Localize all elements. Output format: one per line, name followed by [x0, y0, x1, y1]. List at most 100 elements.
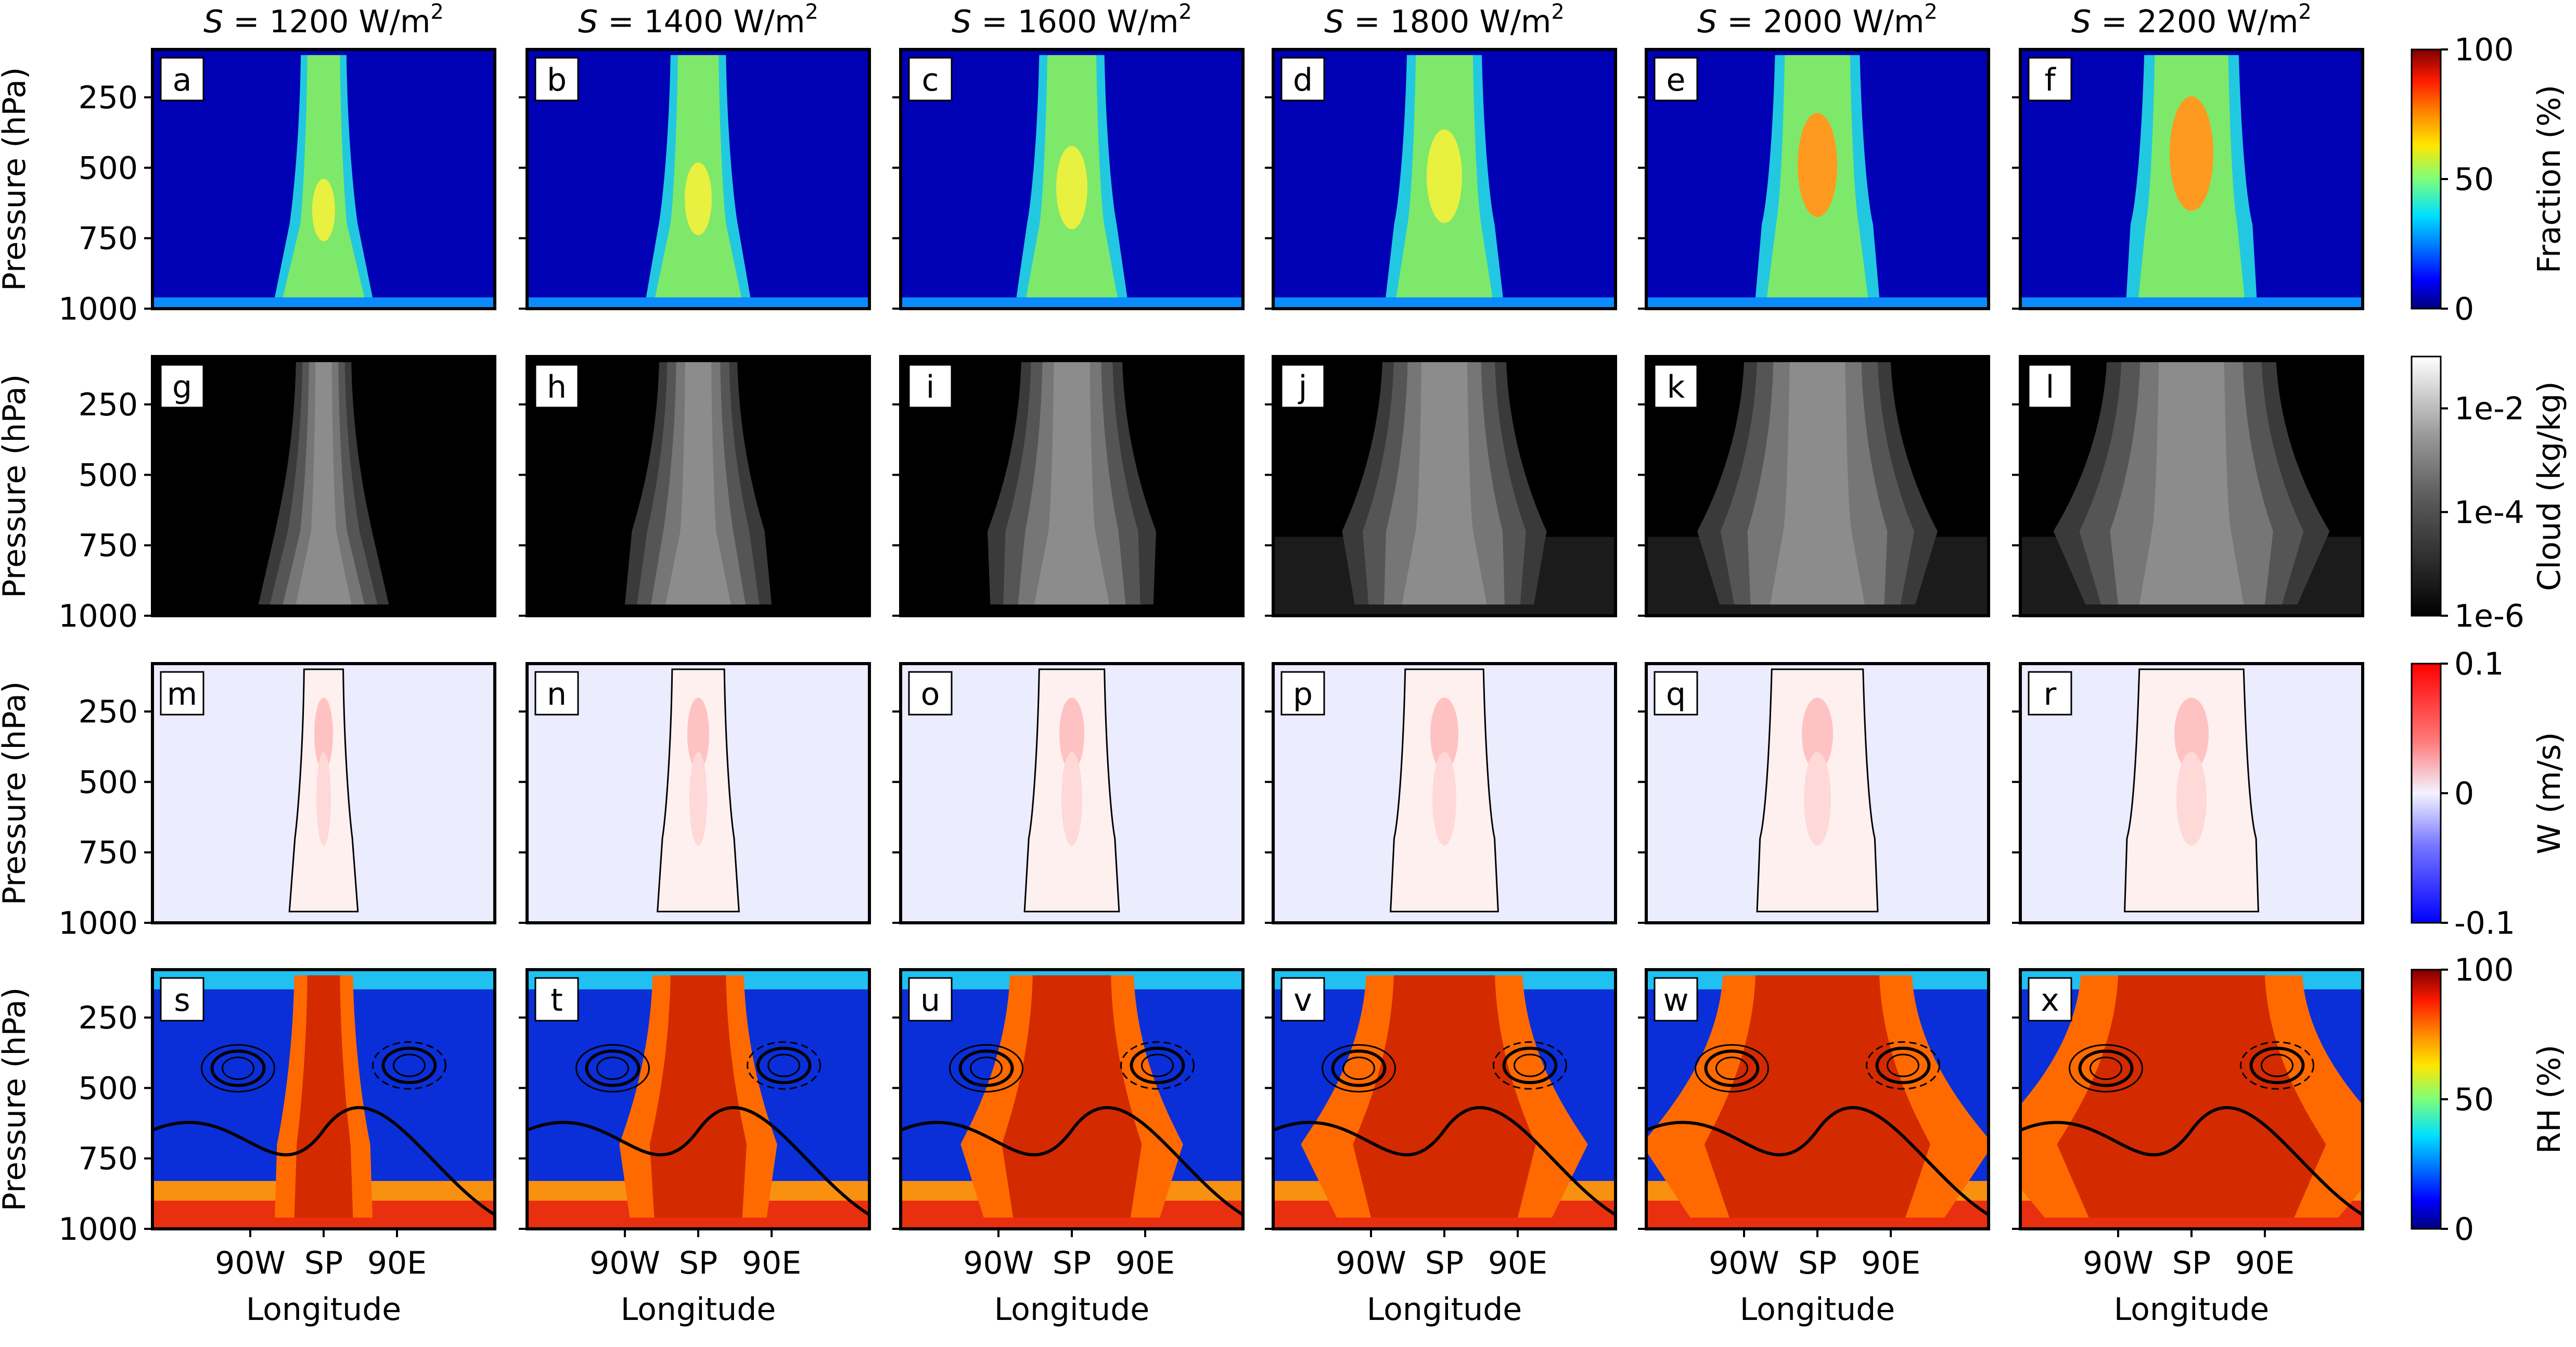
panel-frame — [1645, 48, 1990, 310]
panel-letter: o — [921, 676, 940, 713]
y-tick-label: 250 — [78, 80, 138, 116]
streamfunction-contour-west — [1331, 1049, 1387, 1087]
panel-r: r — [2012, 662, 2364, 924]
zero-contour — [1273, 1106, 1616, 1216]
streamfunction-contour-west — [596, 1056, 629, 1080]
streamfunction-contour-west — [1715, 1056, 1748, 1080]
x-tick-label: SP — [1053, 1245, 1091, 1281]
x-tick-label: 90W — [1709, 1245, 1779, 1281]
zero-contour — [2020, 1106, 2363, 1216]
x-tick-label: SP — [2172, 1245, 2211, 1281]
streamfunction-contour-east — [1514, 1053, 1546, 1077]
y-tick-label: 1000 — [58, 1211, 138, 1248]
panel-letter: c — [922, 62, 939, 98]
x-axis-label: Longitude — [994, 1291, 1149, 1328]
panel-letter: d — [1293, 62, 1313, 98]
panel-letter: r — [2044, 676, 2057, 713]
panel-letter-box — [2028, 671, 2072, 716]
panel-frame — [526, 355, 871, 617]
x-tick-label: 90W — [2083, 1245, 2154, 1281]
panel-frame — [151, 48, 496, 310]
x-axis-label: Longitude — [621, 1291, 776, 1328]
panel-letter-box — [1280, 977, 1325, 1022]
streamfunction-contour-east — [1866, 1041, 1940, 1090]
streamfunction-contour-east — [1502, 1047, 1558, 1085]
panel-letter: a — [173, 62, 192, 98]
panel-letter: x — [2041, 982, 2059, 1019]
panel-e: e — [1638, 48, 1990, 310]
streamfunction-contour-west — [1695, 1044, 1769, 1092]
x-tick-label: 90E — [2235, 1245, 2295, 1281]
y-tick-label: 250 — [78, 1000, 138, 1036]
colorbar-tick-label: 0 — [2454, 291, 2474, 327]
streamfunction-contour-west — [958, 1049, 1014, 1087]
humid-core — [294, 975, 353, 1218]
streamfunction-contour-east — [767, 1053, 800, 1077]
x-tick-label: 90W — [963, 1245, 1034, 1281]
streamfunction-contour-east — [2249, 1047, 2305, 1085]
panel-k: k — [1638, 355, 1990, 617]
cloud-max — [1798, 112, 1837, 217]
colorbar-tick-label: 0 — [2454, 1211, 2474, 1248]
colorbar-tick-label: 50 — [2454, 1082, 2494, 1118]
panel-m: m — [144, 662, 496, 924]
y-tick-label: 500 — [78, 457, 138, 493]
y-tick-label: 500 — [78, 1070, 138, 1107]
surface-band — [152, 297, 495, 309]
streamfunction-contour-west — [970, 1056, 1003, 1080]
zero-contour — [901, 1106, 1243, 1216]
y-axis-label: Pressure (hPa) — [0, 681, 33, 905]
labels-group: 250 500 750 1000 Pressure (hPa) 250 500 750 1000… — [0, 0, 2312, 1328]
y-tick-label: 750 — [78, 221, 138, 257]
y-tick-label: 1000 — [58, 598, 138, 634]
panel-d: d — [1265, 48, 1617, 310]
panel-letter-box — [534, 671, 579, 716]
panel-s: s — [144, 968, 496, 1237]
panel-letter-box — [1654, 671, 1698, 716]
panel-letter: q — [1666, 676, 1686, 713]
panel-letter: p — [1293, 676, 1313, 713]
colorbar-label: Fraction (%) — [2531, 85, 2568, 273]
colorbar-row-3: -0.1 0 0.1 W (m/s) — [2411, 646, 2568, 942]
panel-b: b — [519, 48, 871, 310]
column-title: S = 1400 W/m2 — [578, 0, 818, 40]
panel-letter-box — [160, 364, 204, 409]
panel-frame — [526, 48, 871, 310]
panel-f: f — [2012, 48, 2364, 310]
colorbars-group: 0 50 100 Fraction (%) 1e-6 1e-4 1e-2 Cloud (kg/… — [2411, 32, 2568, 1248]
streamfunction-contour-east — [381, 1047, 437, 1085]
updraft-core — [316, 752, 331, 846]
panel-q: q — [1638, 662, 1990, 924]
streamfunction-contour-west — [585, 1049, 640, 1087]
cloud-plume-inner — [296, 362, 352, 605]
panel-p: p — [1265, 662, 1617, 924]
colorbar-label: RH (%) — [2531, 1045, 2568, 1154]
panel-frame — [151, 662, 496, 924]
streamfunction-contour-west — [575, 1044, 650, 1092]
panel-x: x — [2012, 968, 2364, 1237]
streamfunction-contour-west — [1342, 1056, 1375, 1080]
x-tick-label: 90E — [742, 1245, 801, 1281]
colorbar-gradient — [2411, 969, 2442, 1230]
panel-i: i — [892, 355, 1245, 617]
colorbar-tick-label: 0.1 — [2454, 646, 2504, 682]
x-axis-label: Longitude — [1367, 1291, 1522, 1328]
panel-frame — [1645, 355, 1990, 617]
panel-letter: w — [1663, 982, 1688, 1019]
panel-j: j — [1265, 355, 1617, 617]
x-tick-label: 90W — [1336, 1245, 1406, 1281]
zero-contour — [1646, 1106, 1989, 1216]
panel-letter-box — [160, 57, 204, 101]
panel-letter: f — [2044, 62, 2056, 98]
colorbar-gradient — [2411, 663, 2442, 924]
x-tick-label: 90E — [1488, 1245, 1547, 1281]
panel-frame — [1272, 355, 1617, 617]
x-tick-label: 90W — [589, 1245, 660, 1281]
panel-letter-box — [908, 57, 953, 101]
surface-band — [2020, 297, 2363, 309]
panel-letter: i — [926, 369, 935, 405]
column-title: S = 1200 W/m2 — [203, 0, 444, 40]
colorbar-tick-label: 1e-2 — [2454, 391, 2524, 427]
panel-letter-box — [2028, 57, 2072, 101]
